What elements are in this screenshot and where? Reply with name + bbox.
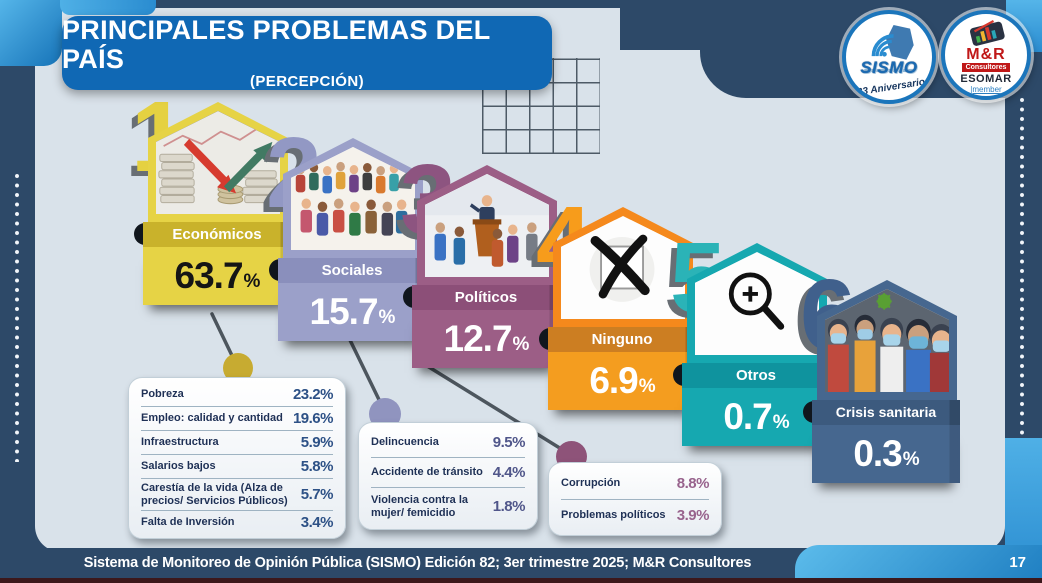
masked-people-icon bbox=[825, 289, 949, 392]
corner-decoration-top-left bbox=[0, 0, 62, 66]
mr-logo-consultores: Consultores bbox=[962, 63, 1010, 72]
detail-row: Infraestructura 5.9% bbox=[141, 431, 334, 455]
money-decline-growth-icon bbox=[156, 111, 280, 214]
detail-row: Empleo: calidad y cantidad 19.6% bbox=[141, 407, 334, 431]
house-label-economicos: Económicos bbox=[143, 222, 291, 247]
top-strip-decoration bbox=[60, 0, 156, 15]
mr-logo-member: |member bbox=[970, 85, 1002, 94]
title-text: PRINCIPALES PROBLEMAS DEL PAÍS bbox=[62, 15, 491, 74]
detail-box-economicos: Pobreza 23.2% Empleo: calidad y cantidad 1… bbox=[128, 377, 346, 540]
detail-row: Pobreza 23.2% bbox=[141, 383, 334, 407]
detail-row: Problemas políticos 3.9% bbox=[561, 507, 710, 524]
house-value-sociales: 15.7% bbox=[278, 283, 426, 341]
page-title: PRINCIPALES PROBLEMAS DEL PAÍS (PERCEPCI… bbox=[62, 16, 552, 90]
bottom-edge-strip bbox=[0, 578, 1042, 583]
sismo-logo-art bbox=[864, 24, 916, 73]
footer-source-text: Sistema de Monitoreo de Opinión Pública … bbox=[83, 555, 752, 571]
dotted-line-right bbox=[1020, 96, 1024, 448]
crowd-icon bbox=[291, 147, 415, 250]
house-ninguno: 4 Ninguno 6.9% bbox=[536, 192, 696, 412]
house-shape-ninguno bbox=[553, 207, 693, 327]
detail-row: Falta de Inversión 3.4% bbox=[141, 514, 334, 532]
dotted-line-left bbox=[15, 172, 19, 462]
detail-box-politicos: Corrupción 8.8% Problemas políticos 3.9% bbox=[548, 462, 722, 536]
detail-row: Carestía de la vida (Alza de precios/ Se… bbox=[141, 479, 334, 512]
mr-logo-esomar: ESOMAR bbox=[960, 73, 1012, 85]
house-crisis-sanitaria: 6 Crisis sanitaria 0.3% bbox=[800, 265, 960, 485]
detail-row: Violencia contra la mujer/ femicidio 1.8% bbox=[371, 494, 526, 519]
footer-page-section: 17 bbox=[795, 545, 1042, 583]
house-sociales: 2 bbox=[266, 123, 426, 343]
house-shape-sociales bbox=[283, 138, 423, 258]
mr-consultores-logo: M&R Consultores ESOMAR |member bbox=[941, 10, 1031, 100]
detail-row: Accidente de tránsito 4.4% bbox=[371, 458, 526, 488]
house-economicos: 1 E bbox=[131, 87, 291, 307]
house-label-crisis: Crisis sanitaria bbox=[812, 400, 960, 425]
detail-row: Delincuencia 9.5% bbox=[371, 428, 526, 458]
detail-row: Salarios bajos 5.8% bbox=[141, 455, 334, 479]
crossed-checkbox-icon bbox=[561, 219, 685, 316]
house-politicos: 3 Políticos 12.7% bbox=[400, 150, 560, 370]
house-value-ninguno: 6.9% bbox=[548, 352, 696, 410]
house-label-politicos: Políticos bbox=[412, 285, 560, 310]
subtitle-text: (PERCEPCIÓN) bbox=[250, 72, 364, 90]
detail-row: Corrupción 8.8% bbox=[561, 468, 710, 500]
mr-logo-name: M&R bbox=[966, 46, 1006, 63]
house-label-sociales: Sociales bbox=[278, 258, 426, 283]
sismo-logo-name: SISMO bbox=[860, 58, 918, 77]
sismo-logo: SISMO 23 Aniversario bbox=[842, 10, 936, 104]
house-value-politicos: 12.7% bbox=[412, 310, 560, 368]
podium-speech-icon bbox=[425, 174, 549, 277]
detail-box-sociales: Delincuencia 9.5% Accidente de tránsito 4.… bbox=[358, 422, 538, 531]
house-label-otros: Otros bbox=[682, 363, 830, 388]
house-label-ninguno: Ninguno bbox=[548, 327, 696, 352]
house-value-economicos: 63.7% bbox=[143, 247, 291, 305]
page-number: 17 bbox=[1009, 554, 1026, 571]
mr-logo-chart-icon bbox=[969, 19, 1005, 46]
house-value-crisis: 0.3% bbox=[812, 425, 960, 483]
